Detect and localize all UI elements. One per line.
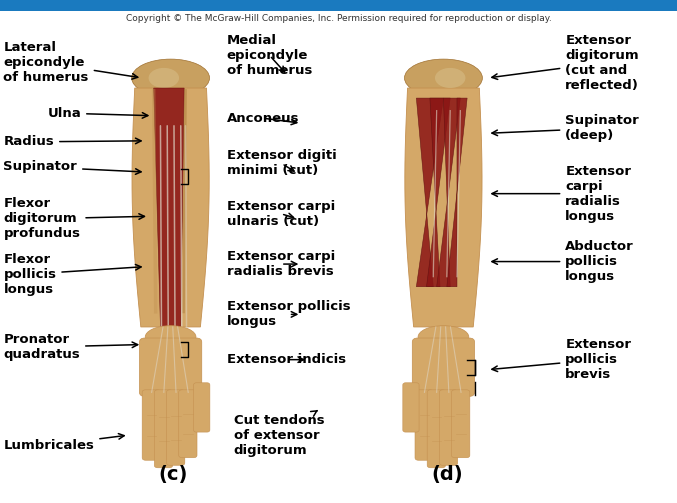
Text: Pronator
quadratus: Pronator quadratus (3, 333, 137, 361)
FancyBboxPatch shape (179, 390, 197, 458)
Ellipse shape (435, 68, 466, 88)
Polygon shape (447, 98, 467, 287)
Ellipse shape (131, 59, 210, 97)
Polygon shape (437, 98, 460, 287)
Text: Lateral
epicondyle
of humerus: Lateral epicondyle of humerus (3, 41, 137, 85)
FancyBboxPatch shape (403, 383, 419, 432)
Text: (d): (d) (431, 465, 462, 484)
Polygon shape (405, 88, 482, 327)
Text: (c): (c) (158, 465, 188, 484)
Text: Extensor digiti
minimi (cut): Extensor digiti minimi (cut) (227, 149, 336, 178)
Text: Anconeus: Anconeus (227, 112, 299, 125)
FancyBboxPatch shape (0, 0, 677, 11)
Polygon shape (416, 98, 443, 287)
FancyBboxPatch shape (167, 390, 185, 465)
FancyBboxPatch shape (427, 390, 445, 468)
Text: Radius: Radius (3, 135, 141, 148)
Text: Extensor carpi
radialis brevis: Extensor carpi radialis brevis (227, 250, 335, 278)
Text: Extensor carpi
ulnaris (cut): Extensor carpi ulnaris (cut) (227, 200, 335, 228)
Polygon shape (427, 98, 450, 287)
Text: Extensor
pollicis
brevis: Extensor pollicis brevis (492, 338, 631, 381)
Ellipse shape (418, 326, 468, 348)
Ellipse shape (404, 59, 482, 97)
Text: Flexor
digitorum
profundus: Flexor digitorum profundus (3, 197, 144, 240)
Ellipse shape (149, 68, 179, 88)
Text: Copyright © The McGraw-Hill Companies, Inc. Permission required for reproduction: Copyright © The McGraw-Hill Companies, I… (126, 14, 551, 23)
FancyBboxPatch shape (415, 390, 433, 460)
Text: Lumbricales: Lumbricales (3, 434, 124, 452)
FancyBboxPatch shape (452, 390, 470, 458)
Text: Extensor pollicis
longus: Extensor pollicis longus (227, 300, 351, 328)
Text: Supinator
(deep): Supinator (deep) (492, 114, 639, 142)
Text: Medial
epicondyle
of humerus: Medial epicondyle of humerus (227, 34, 312, 77)
Polygon shape (154, 88, 184, 327)
FancyBboxPatch shape (439, 390, 458, 465)
Ellipse shape (145, 326, 196, 348)
FancyBboxPatch shape (142, 390, 160, 460)
Text: Flexor
pollicis
longus: Flexor pollicis longus (3, 253, 141, 296)
Text: Cut tendons
of extensor
digitorum: Cut tendons of extensor digitorum (234, 410, 324, 457)
FancyBboxPatch shape (154, 390, 173, 468)
Text: Extensor
digitorum
(cut and
reflected): Extensor digitorum (cut and reflected) (492, 34, 639, 92)
Text: Abductor
pollicis
longus: Abductor pollicis longus (492, 240, 634, 283)
FancyBboxPatch shape (194, 383, 210, 432)
FancyBboxPatch shape (412, 338, 475, 396)
Text: Extensor indicis: Extensor indicis (227, 353, 346, 366)
Text: Ulna: Ulna (47, 107, 148, 120)
Polygon shape (132, 88, 209, 327)
Text: Extensor
carpi
radialis
longus: Extensor carpi radialis longus (492, 164, 631, 223)
Text: Supinator: Supinator (3, 160, 141, 175)
FancyBboxPatch shape (139, 338, 202, 396)
